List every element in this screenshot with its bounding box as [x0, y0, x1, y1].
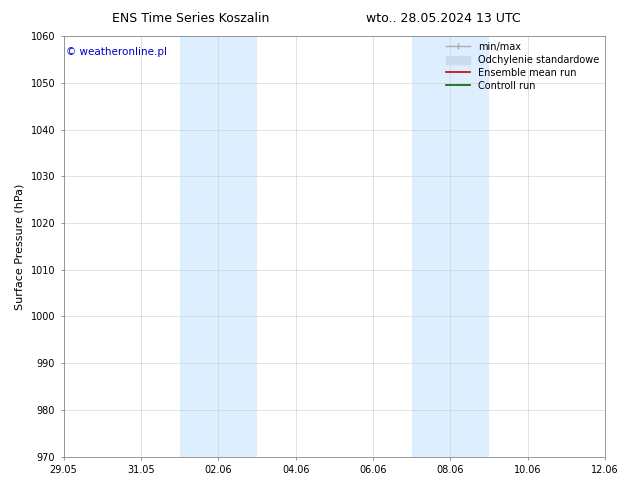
Text: ENS Time Series Koszalin: ENS Time Series Koszalin — [112, 12, 269, 25]
Bar — [179, 36, 257, 457]
Y-axis label: Surface Pressure (hPa): Surface Pressure (hPa) — [15, 183, 25, 310]
Text: wto.. 28.05.2024 13 UTC: wto.. 28.05.2024 13 UTC — [366, 12, 521, 25]
Legend: min/max, Odchylenie standardowe, Ensemble mean run, Controll run: min/max, Odchylenie standardowe, Ensembl… — [443, 39, 602, 94]
Bar — [411, 36, 489, 457]
Text: © weatheronline.pl: © weatheronline.pl — [66, 47, 167, 57]
